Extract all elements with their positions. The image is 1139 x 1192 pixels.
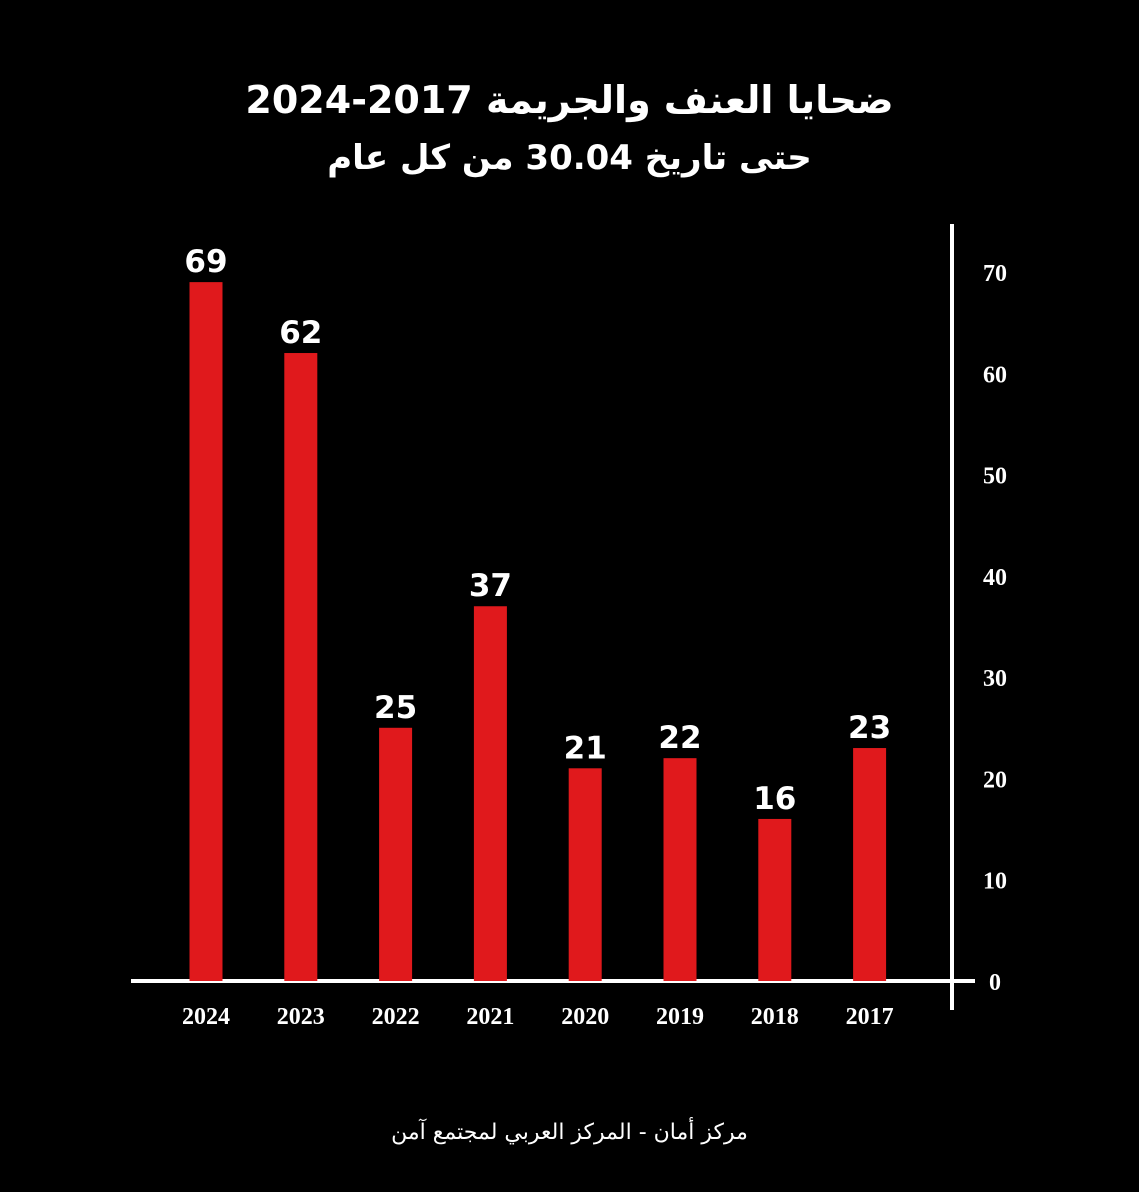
data-label: 69 — [184, 244, 227, 280]
bar — [758, 818, 792, 981]
y-tick-label: 20 — [983, 767, 1007, 793]
data-label: 23 — [848, 710, 891, 746]
source-credit: مركز أمان - المركز العربي لمجتمع آمن — [391, 1120, 748, 1145]
x-tick-label: 2022 — [372, 1004, 420, 1030]
bar — [284, 353, 318, 981]
chart-subtitle: حتى تاريخ 30.04 من كل عام — [327, 137, 812, 178]
data-label: 21 — [564, 730, 607, 766]
bar — [853, 748, 887, 981]
x-tick-label: 2019 — [656, 1004, 704, 1030]
bar — [663, 758, 697, 981]
y-tick-label: 60 — [983, 362, 1007, 388]
chart-title-block: ضحايا العنف والجريمة 2017-2024 حتى تاريخ… — [0, 70, 1139, 185]
data-label: 16 — [753, 781, 796, 817]
x-tick-label: 2023 — [277, 1004, 325, 1030]
y-tick-label: 30 — [983, 666, 1007, 692]
y-tick-label: 40 — [983, 565, 1007, 591]
x-tick-label: 2024 — [182, 1004, 230, 1030]
x-tick-label: 2017 — [846, 1004, 894, 1030]
data-label: 25 — [374, 690, 417, 726]
x-tick-label: 2021 — [466, 1004, 514, 1030]
x-tick-label: 2018 — [751, 1004, 799, 1030]
data-label: 22 — [658, 720, 701, 756]
y-tick-label: 10 — [983, 869, 1007, 895]
y-tick-label: 0 — [989, 970, 1001, 996]
y-tick-label: 70 — [983, 261, 1007, 287]
y-tick-label: 50 — [983, 464, 1007, 490]
chart-title: ضحايا العنف والجريمة 2017-2024 — [245, 78, 894, 122]
bar — [189, 282, 223, 982]
data-label: 62 — [279, 315, 322, 351]
x-tick-label: 2020 — [561, 1004, 609, 1030]
bar — [568, 768, 602, 981]
bar — [379, 727, 413, 981]
data-label: 37 — [469, 568, 512, 604]
bar — [473, 606, 507, 981]
